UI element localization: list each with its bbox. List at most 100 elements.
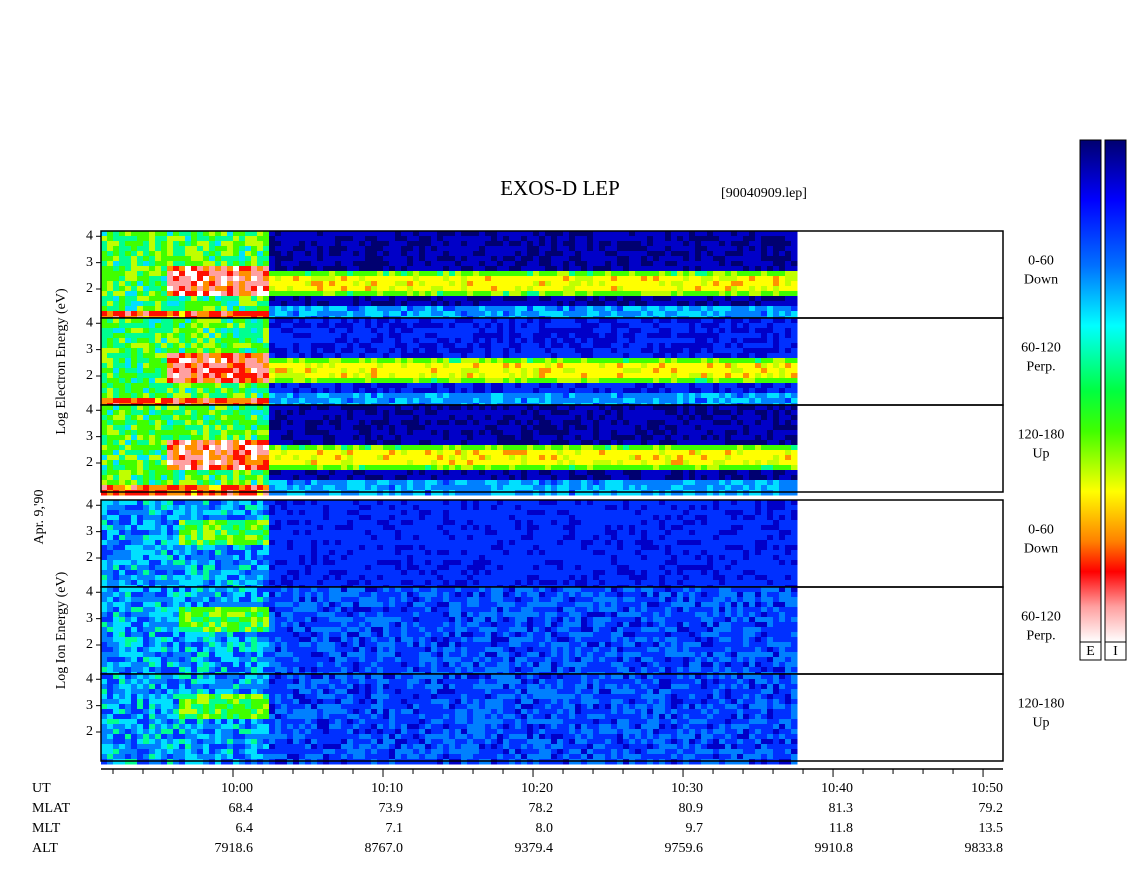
spectrogram-cell xyxy=(491,388,498,394)
spectrogram-cell xyxy=(239,425,246,431)
spectrogram-cell xyxy=(143,286,150,292)
spectrogram-cell xyxy=(191,236,198,242)
spectrogram-cell xyxy=(605,236,612,242)
spectrogram-cell xyxy=(617,306,624,312)
spectrogram-cell xyxy=(455,398,462,404)
spectrogram-cell xyxy=(191,286,198,292)
spectrogram-cell xyxy=(347,435,354,441)
spectrogram-cell xyxy=(107,440,114,446)
spectrogram-cell xyxy=(647,323,654,329)
spectrogram-cell xyxy=(167,480,174,486)
spectrogram-cell xyxy=(137,388,144,394)
spectrogram-cell xyxy=(605,296,612,302)
spectrogram-cell xyxy=(221,281,228,287)
spectrogram-cell xyxy=(245,333,252,339)
spectrogram-cell xyxy=(191,348,198,354)
spectrogram-cell xyxy=(503,343,510,349)
spectrogram-cell xyxy=(107,455,114,461)
spectrogram-cell xyxy=(389,266,396,272)
spectrogram-cell xyxy=(293,383,300,389)
spectrogram-cell xyxy=(455,256,462,262)
spectrogram-cell xyxy=(293,358,300,364)
spectrogram-cell xyxy=(707,368,714,374)
spectrogram-cell xyxy=(653,286,660,292)
spectrogram-cell xyxy=(173,430,180,436)
spectrogram-cell xyxy=(635,296,642,302)
spectrogram-cell xyxy=(431,383,438,389)
spectrogram-cell xyxy=(551,301,558,307)
spectrogram-cell xyxy=(443,333,450,339)
spectrogram-cell xyxy=(695,348,702,354)
spectrogram-cell xyxy=(389,333,396,339)
spectrogram-cell xyxy=(215,236,222,242)
spectrogram-cell xyxy=(359,425,366,431)
spectrogram-cell xyxy=(359,281,366,287)
spectrogram-cell xyxy=(395,388,402,394)
spectrogram-cell xyxy=(371,271,378,277)
spectrogram-cell xyxy=(719,286,726,292)
spectrogram-cell xyxy=(299,231,306,237)
spectrogram-cell xyxy=(101,475,108,481)
spectrogram-cell xyxy=(227,261,234,267)
spectrogram-cell xyxy=(131,425,138,431)
spectrogram-cell xyxy=(431,398,438,404)
spectrogram-cell xyxy=(425,306,432,312)
spectrogram-cell xyxy=(197,231,204,237)
spectrogram-cell xyxy=(209,425,216,431)
spectrogram-cell xyxy=(473,363,480,369)
spectrogram-cell xyxy=(785,388,792,394)
spectrogram-cell xyxy=(293,373,300,379)
spectrogram-cell xyxy=(167,440,174,446)
spectrogram-cell xyxy=(359,296,366,302)
spectrogram-cell xyxy=(599,306,606,312)
spectrogram-cell xyxy=(173,373,180,379)
chart-title: EXOS-D LEP xyxy=(500,176,620,200)
spectrogram-cell xyxy=(749,378,756,384)
spectrogram-cell xyxy=(659,378,666,384)
spectrogram-cell xyxy=(305,236,312,242)
spectrogram-cell xyxy=(689,276,696,282)
spectrogram-cell xyxy=(377,251,384,257)
spectrogram-cell xyxy=(293,415,300,421)
spectrogram-cell xyxy=(245,445,252,451)
spectrogram-cell xyxy=(575,271,582,277)
spectrogram-cell xyxy=(269,323,276,329)
spectrogram-cell xyxy=(731,348,738,354)
spectrogram-cell xyxy=(257,286,264,292)
spectrogram-cell xyxy=(665,266,672,272)
spectrogram-cell xyxy=(383,311,390,317)
spectrogram-cell xyxy=(467,378,474,384)
spectrogram-cell xyxy=(593,363,600,369)
spectrogram-cell xyxy=(101,231,108,237)
spectrogram-cell xyxy=(233,420,240,426)
spectrogram-cell xyxy=(473,328,480,334)
spectrogram-cell xyxy=(455,343,462,349)
spectrogram-cell xyxy=(275,455,282,461)
spectrogram-cell xyxy=(101,445,108,451)
spectrogram-cell xyxy=(371,388,378,394)
spectrogram-cell xyxy=(623,343,630,349)
spectrogram-cell xyxy=(677,378,684,384)
spectrogram-cell xyxy=(107,241,114,247)
spectrogram-cell xyxy=(341,261,348,267)
spectrogram-cell xyxy=(581,236,588,242)
spectrogram-cell xyxy=(473,301,480,307)
spectrogram-cell xyxy=(527,276,534,282)
spectrogram-cell xyxy=(341,465,348,471)
spectrogram-cell xyxy=(251,450,258,456)
spectrogram-cell xyxy=(575,281,582,287)
spectrogram-cell xyxy=(329,338,336,344)
spectrogram-cell xyxy=(377,398,384,404)
spectrogram-cell xyxy=(299,246,306,252)
spectrogram-cell xyxy=(605,373,612,379)
spectrogram-cell xyxy=(587,383,594,389)
spectrogram-cell xyxy=(293,450,300,456)
spectrogram-cell xyxy=(245,378,252,384)
spectrogram-cell xyxy=(647,286,654,292)
spectrogram-cell xyxy=(191,388,198,394)
spectrogram-cell xyxy=(137,291,144,297)
spectrogram-cell xyxy=(569,373,576,379)
spectrogram-cell xyxy=(125,353,132,359)
spectrogram-cell xyxy=(767,398,774,404)
spectrogram-cell xyxy=(719,318,726,324)
